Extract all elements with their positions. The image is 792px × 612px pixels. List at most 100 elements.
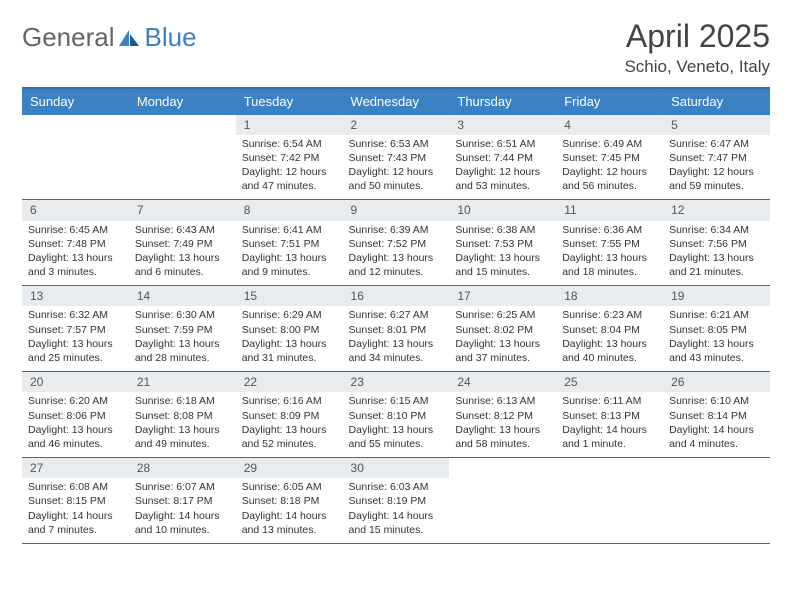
- day-cell: 7Sunrise: 6:43 AMSunset: 7:49 PMDaylight…: [129, 200, 236, 285]
- day-cell: 14Sunrise: 6:30 AMSunset: 7:59 PMDayligh…: [129, 286, 236, 371]
- day-line: Sunset: 7:49 PM: [135, 237, 230, 251]
- day-line: Daylight: 13 hours: [135, 337, 230, 351]
- day-body: Sunrise: 6:15 AMSunset: 8:10 PMDaylight:…: [343, 392, 450, 457]
- day-number: 2: [343, 115, 450, 135]
- day-body: [22, 135, 129, 193]
- day-line: and 37 minutes.: [455, 351, 550, 365]
- day-line: Sunrise: 6:38 AM: [455, 223, 550, 237]
- day-line: Daylight: 12 hours: [562, 165, 657, 179]
- week-row: 1Sunrise: 6:54 AMSunset: 7:42 PMDaylight…: [22, 115, 770, 201]
- day-cell: 8Sunrise: 6:41 AMSunset: 7:51 PMDaylight…: [236, 200, 343, 285]
- day-body: [129, 135, 236, 193]
- day-line: Sunset: 8:19 PM: [349, 494, 444, 508]
- day-line: Sunset: 7:45 PM: [562, 151, 657, 165]
- day-cell: [663, 458, 770, 543]
- day-cell: 29Sunrise: 6:05 AMSunset: 8:18 PMDayligh…: [236, 458, 343, 543]
- day-cell: [449, 458, 556, 543]
- day-number: 26: [663, 372, 770, 392]
- day-number: 12: [663, 200, 770, 220]
- day-line: and 58 minutes.: [455, 437, 550, 451]
- day-number: 18: [556, 286, 663, 306]
- day-line: Sunrise: 6:16 AM: [242, 394, 337, 408]
- day-line: Daylight: 13 hours: [28, 251, 123, 265]
- day-line: Sunset: 8:00 PM: [242, 323, 337, 337]
- day-line: and 13 minutes.: [242, 523, 337, 537]
- day-line: Sunrise: 6:21 AM: [669, 308, 764, 322]
- day-line: and 46 minutes.: [28, 437, 123, 451]
- day-line: Sunset: 7:42 PM: [242, 151, 337, 165]
- day-header: Thursday: [449, 89, 556, 115]
- day-line: Sunset: 8:10 PM: [349, 409, 444, 423]
- logo-text-1: General: [22, 22, 115, 53]
- day-line: Daylight: 13 hours: [349, 423, 444, 437]
- day-cell: 26Sunrise: 6:10 AMSunset: 8:14 PMDayligh…: [663, 372, 770, 457]
- day-line: Sunset: 8:08 PM: [135, 409, 230, 423]
- day-number: 7: [129, 200, 236, 220]
- day-line: and 53 minutes.: [455, 179, 550, 193]
- day-cell: 22Sunrise: 6:16 AMSunset: 8:09 PMDayligh…: [236, 372, 343, 457]
- day-line: and 15 minutes.: [455, 265, 550, 279]
- day-line: Sunset: 8:18 PM: [242, 494, 337, 508]
- day-body: Sunrise: 6:47 AMSunset: 7:47 PMDaylight:…: [663, 135, 770, 200]
- day-number: 24: [449, 372, 556, 392]
- day-line: Sunset: 7:57 PM: [28, 323, 123, 337]
- day-line: Sunrise: 6:07 AM: [135, 480, 230, 494]
- day-cell: 1Sunrise: 6:54 AMSunset: 7:42 PMDaylight…: [236, 115, 343, 200]
- day-number: 15: [236, 286, 343, 306]
- day-body: Sunrise: 6:25 AMSunset: 8:02 PMDaylight:…: [449, 306, 556, 371]
- day-cell: [556, 458, 663, 543]
- day-line: Sunrise: 6:05 AM: [242, 480, 337, 494]
- day-cell: 13Sunrise: 6:32 AMSunset: 7:57 PMDayligh…: [22, 286, 129, 371]
- day-body: Sunrise: 6:03 AMSunset: 8:19 PMDaylight:…: [343, 478, 450, 543]
- day-line: Daylight: 13 hours: [455, 251, 550, 265]
- title-block: April 2025 Schio, Veneto, Italy: [624, 18, 770, 77]
- day-number: 28: [129, 458, 236, 478]
- day-line: and 43 minutes.: [669, 351, 764, 365]
- day-line: and 25 minutes.: [28, 351, 123, 365]
- day-line: Sunset: 7:47 PM: [669, 151, 764, 165]
- day-header: Saturday: [663, 89, 770, 115]
- day-body: Sunrise: 6:34 AMSunset: 7:56 PMDaylight:…: [663, 221, 770, 286]
- day-line: Sunrise: 6:27 AM: [349, 308, 444, 322]
- day-line: Sunrise: 6:43 AM: [135, 223, 230, 237]
- day-line: Sunset: 7:52 PM: [349, 237, 444, 251]
- day-cell: 2Sunrise: 6:53 AMSunset: 7:43 PMDaylight…: [343, 115, 450, 200]
- day-line: Daylight: 13 hours: [455, 337, 550, 351]
- day-body: Sunrise: 6:53 AMSunset: 7:43 PMDaylight:…: [343, 135, 450, 200]
- day-number: 23: [343, 372, 450, 392]
- day-line: Sunrise: 6:15 AM: [349, 394, 444, 408]
- day-line: and 47 minutes.: [242, 179, 337, 193]
- day-header: Sunday: [22, 89, 129, 115]
- day-cell: 24Sunrise: 6:13 AMSunset: 8:12 PMDayligh…: [449, 372, 556, 457]
- day-line: Sunrise: 6:30 AM: [135, 308, 230, 322]
- day-number: 13: [22, 286, 129, 306]
- day-body: Sunrise: 6:13 AMSunset: 8:12 PMDaylight:…: [449, 392, 556, 457]
- day-number: [129, 115, 236, 135]
- day-body: Sunrise: 6:39 AMSunset: 7:52 PMDaylight:…: [343, 221, 450, 286]
- calendar: SundayMondayTuesdayWednesdayThursdayFrid…: [22, 87, 770, 544]
- day-number: 21: [129, 372, 236, 392]
- day-cell: [129, 115, 236, 200]
- day-number: [663, 458, 770, 478]
- day-line: Sunrise: 6:03 AM: [349, 480, 444, 494]
- day-line: and 3 minutes.: [28, 265, 123, 279]
- day-line: Sunset: 7:59 PM: [135, 323, 230, 337]
- day-line: and 15 minutes.: [349, 523, 444, 537]
- day-body: Sunrise: 6:16 AMSunset: 8:09 PMDaylight:…: [236, 392, 343, 457]
- day-body: [449, 478, 556, 536]
- day-number: 11: [556, 200, 663, 220]
- week-row: 27Sunrise: 6:08 AMSunset: 8:15 PMDayligh…: [22, 458, 770, 544]
- day-cell: 27Sunrise: 6:08 AMSunset: 8:15 PMDayligh…: [22, 458, 129, 543]
- day-line: Daylight: 12 hours: [455, 165, 550, 179]
- day-body: Sunrise: 6:05 AMSunset: 8:18 PMDaylight:…: [236, 478, 343, 543]
- day-line: and 10 minutes.: [135, 523, 230, 537]
- day-line: Daylight: 12 hours: [669, 165, 764, 179]
- day-line: Sunset: 8:09 PM: [242, 409, 337, 423]
- day-number: 16: [343, 286, 450, 306]
- day-line: Daylight: 13 hours: [242, 251, 337, 265]
- day-number: 1: [236, 115, 343, 135]
- day-line: Sunrise: 6:39 AM: [349, 223, 444, 237]
- day-cell: 28Sunrise: 6:07 AMSunset: 8:17 PMDayligh…: [129, 458, 236, 543]
- day-line: Sunrise: 6:45 AM: [28, 223, 123, 237]
- day-cell: 11Sunrise: 6:36 AMSunset: 7:55 PMDayligh…: [556, 200, 663, 285]
